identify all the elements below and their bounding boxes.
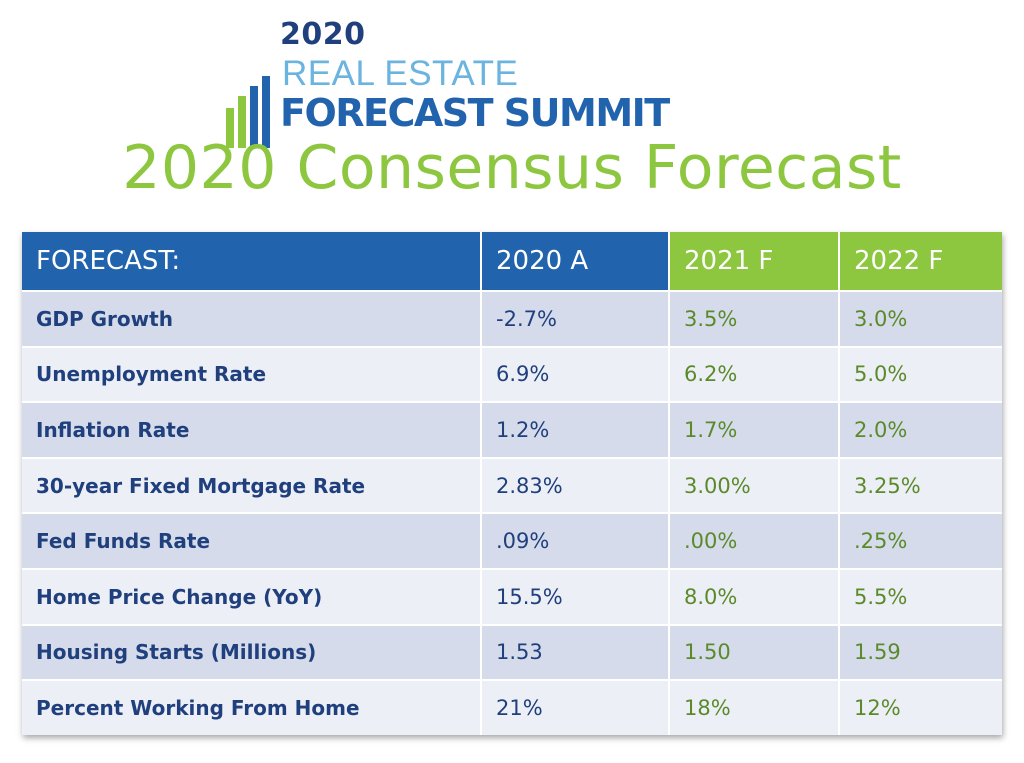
value-2022: .25% <box>840 512 1002 568</box>
value-2020: 6.9% <box>482 345 670 402</box>
logo-bar <box>262 76 270 148</box>
header-2020-actual: 2020 A <box>482 232 670 290</box>
value-2022: 5.0% <box>840 345 1002 402</box>
value-2022: 1.59 <box>840 623 1002 680</box>
row-label: Inflation Rate <box>22 401 482 457</box>
value-2020: 1.2% <box>482 401 670 457</box>
table-row: Unemployment Rate 6.9% 6.2% 5.0% <box>22 345 1002 402</box>
value-2022: 3.0% <box>840 290 1002 346</box>
row-label: GDP Growth <box>22 290 482 346</box>
value-2022: 12% <box>840 679 1002 735</box>
row-label: Percent Working From Home <box>22 679 482 735</box>
value-2022: 3.25% <box>840 456 1002 513</box>
logo-bar <box>238 96 246 148</box>
page-title: 2020 Consensus Forecast <box>122 133 902 203</box>
value-2020: -2.7% <box>482 290 670 346</box>
value-2020: 21% <box>482 679 670 735</box>
forecast-table: FORECAST: 2020 A 2021 F 2022 F GDP Growt… <box>22 232 1002 735</box>
logo-year: 2020 <box>280 17 366 52</box>
value-2021: 8.0% <box>670 567 840 624</box>
value-2022: 2.0% <box>840 401 1002 457</box>
value-2022: 5.5% <box>840 567 1002 624</box>
value-2020: .09% <box>482 512 670 568</box>
value-2020: 2.83% <box>482 456 670 513</box>
table-row: Percent Working From Home 21% 18% 12% <box>22 679 1002 735</box>
row-label: Home Price Change (YoY) <box>22 567 482 624</box>
header-forecast: FORECAST: <box>22 232 482 290</box>
bar-chart-icon <box>226 76 272 148</box>
header-2021-forecast: 2021 F <box>670 232 840 290</box>
value-2021: 1.7% <box>670 401 840 457</box>
value-2021: 1.50 <box>670 623 840 680</box>
value-2021: 3.5% <box>670 290 840 346</box>
logo-line-real-estate: REAL ESTATE <box>282 54 519 93</box>
value-2020: 15.5% <box>482 567 670 624</box>
row-label: 30-year Fixed Mortgage Rate <box>22 456 482 513</box>
summit-logo: 2020 REAL ESTATE FORECAST SUMMIT <box>226 17 746 148</box>
table-row: Housing Starts (Millions) 1.53 1.50 1.59 <box>22 623 1002 680</box>
value-2021: 6.2% <box>670 345 840 402</box>
row-label: Housing Starts (Millions) <box>22 623 482 680</box>
value-2021: 18% <box>670 679 840 735</box>
row-label: Fed Funds Rate <box>22 512 482 568</box>
logo-bar <box>226 108 234 148</box>
table-header-row: FORECAST: 2020 A 2021 F 2022 F <box>22 232 1002 290</box>
value-2020: 1.53 <box>482 623 670 680</box>
value-2021: .00% <box>670 512 840 568</box>
table-row: Inflation Rate 1.2% 1.7% 2.0% <box>22 401 1002 457</box>
table-row: 30-year Fixed Mortgage Rate 2.83% 3.00% … <box>22 456 1002 513</box>
table-row: Fed Funds Rate .09% .00% .25% <box>22 512 1002 568</box>
header-2022-forecast: 2022 F <box>840 232 1002 290</box>
table-row: GDP Growth -2.7% 3.5% 3.0% <box>22 290 1002 346</box>
logo-bar <box>250 86 258 148</box>
table-row: Home Price Change (YoY) 15.5% 8.0% 5.5% <box>22 567 1002 624</box>
row-label: Unemployment Rate <box>22 345 482 402</box>
logo-line-forecast-summit: FORECAST SUMMIT <box>280 91 670 135</box>
value-2021: 3.00% <box>670 456 840 513</box>
